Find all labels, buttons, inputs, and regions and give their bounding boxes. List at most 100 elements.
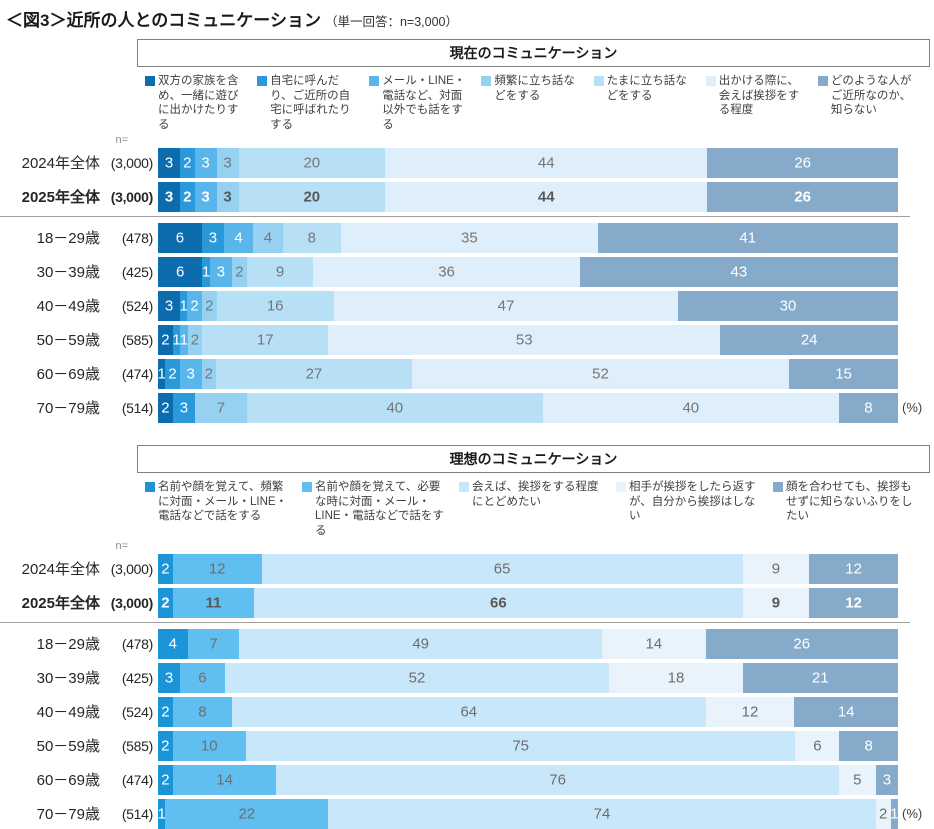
segment-value: 1 [157, 365, 166, 383]
bar-segment: 43 [579, 256, 898, 287]
bar-segment: 2 [187, 290, 202, 321]
segment-value: 21 [811, 669, 829, 687]
segment-value: 1 [172, 331, 181, 349]
bar-segment: 64 [231, 696, 706, 727]
legend-item: 相手が挨拶をしたら返すが、自分から挨拶はしない [616, 480, 773, 524]
stacked-bar: 3 2 3 3 20 44 26 [158, 181, 898, 212]
bar-segment: 3 [216, 181, 239, 212]
legend-item: どのような人がご近所なのか、知らない [817, 74, 930, 118]
bar-segment: 1 [158, 798, 166, 829]
data-row: 50－59歳 (585) 2 1 1 2 17 53 24 [0, 324, 934, 355]
bar-segment: 3 [179, 358, 202, 389]
n-equals-label: n= [115, 133, 128, 146]
row-label: 2024年全体 [21, 155, 100, 173]
bar-segment: 49 [239, 628, 602, 659]
row-label: 2025年全体 [21, 189, 100, 207]
segment-value: 2 [879, 805, 888, 823]
row-label: 40－49歳 [36, 704, 100, 722]
bar-segment: 2 [179, 181, 195, 212]
segment-value: 2 [161, 594, 170, 612]
legend-item-label: 自宅に呼んだり、ご近所の自宅に呼ばれたりする [270, 75, 351, 132]
segment-value: 4 [234, 229, 243, 247]
segment-value: 12 [845, 560, 862, 578]
segment-value: 3 [216, 263, 226, 281]
segment-value: 30 [779, 297, 797, 315]
legend-item-label: どのような人がご近所なのか、知らない [830, 75, 912, 117]
segment-value: 43 [730, 263, 748, 281]
segment-value: 24 [800, 331, 818, 349]
row-n-value: (478) [121, 635, 153, 652]
data-row: 70－79歳 (514) 2 3 7 40 40 8 (%) [0, 392, 934, 423]
legend-item: メール・LINE・電話など、対面以外でも話をする [369, 74, 481, 133]
segment-value: 47 [497, 297, 515, 315]
segment-value: 14 [216, 771, 233, 789]
bar-segment: 3 [209, 256, 232, 287]
stacked-bar: 3 2 3 3 20 44 26 [158, 147, 898, 178]
figure-title-sub: （単一回答：n=3,000） [324, 15, 458, 29]
segment-value: 66 [490, 594, 507, 612]
stacked-bar: 2 3 7 40 40 8 [158, 392, 898, 423]
bar-segment: 11 [172, 587, 255, 618]
chart-current-communication: 現在のコミュニケーション 双方の家族を含め、一緒に遊びに出かけたりする 自宅に呼ん… [0, 39, 934, 423]
bar-segment: 4 [253, 222, 283, 253]
bar-segment: 2 [158, 696, 173, 727]
data-row: 40－49歳 (524) 3 1 2 2 16 47 30 [0, 290, 934, 321]
bar-segment: 8 [282, 222, 342, 253]
data-row: 2024年全体 (3,000) 2 12 65 9 12 [0, 553, 934, 584]
row-n-value: (478) [121, 229, 153, 246]
stacked-bar: 2 10 75 6 8 [158, 730, 898, 761]
bar-segment: 12 [809, 587, 898, 618]
legend-color-swatch-icon [145, 76, 155, 86]
bar-segment: 5 [838, 764, 876, 795]
bar-segment: 40 [246, 392, 543, 423]
data-row: 2025年全体 (3,000) 2 11 66 9 12 [0, 587, 934, 618]
bar-segment: 22 [165, 798, 329, 829]
bar-segment: 12 [172, 553, 262, 584]
bar-segment: 2 [158, 764, 173, 795]
row-label: 50－59歳 [36, 738, 100, 756]
segment-value: 3 [186, 365, 195, 383]
segment-value: 3 [201, 154, 210, 172]
row-label: 60－69歳 [36, 772, 100, 790]
n-equals-label: n= [115, 539, 128, 552]
segment-value: 12 [208, 560, 226, 578]
bar-segment: 15 [789, 358, 898, 389]
stacked-bar: 1 2 3 2 27 52 15 [157, 358, 898, 389]
bar-segment: 75 [245, 730, 796, 761]
bar-segment: 2 [179, 147, 195, 178]
stacked-bar: 3 1 2 2 16 47 30 [158, 290, 898, 321]
legend-color-swatch-icon [773, 481, 783, 492]
bar-segment: 17 [202, 324, 329, 355]
legend-item: 自宅に呼んだり、ご近所の自宅に呼ばれたりする [257, 74, 369, 133]
row-n-value: (474) [121, 771, 153, 788]
bar-segment: 36 [313, 256, 580, 287]
bar-segment: 6 [158, 222, 202, 253]
stacked-bar: 2 12 65 9 12 [158, 553, 898, 584]
legend-item-label: 顔を合わせても、挨拶もせずに知らないふりをしたい [786, 480, 913, 523]
bar-segment: 20 [238, 147, 386, 178]
data-row: 40－49歳 (524) 2 8 64 12 14 [0, 696, 934, 727]
bar-segment: 9 [246, 256, 314, 287]
bar-segment: 30 [678, 290, 898, 321]
segment-value: 2 [205, 297, 214, 315]
bar-segment: 1 [180, 324, 188, 355]
bar-segment: 8 [839, 730, 898, 761]
bar-segment: 2 [875, 798, 891, 829]
row-n-value: (514) [121, 399, 153, 416]
bar-segment: 2 [201, 358, 216, 389]
segment-value: 6 [176, 263, 185, 281]
data-row: 60－69歳 (474) 1 2 3 2 27 52 15 [0, 358, 934, 389]
legend-color-swatch-icon [459, 481, 469, 492]
legend-item-label: 頻繁に立ち話などをする [494, 75, 575, 102]
chart-header: 現在のコミュニケーション [137, 39, 930, 67]
bar-segment: 1 [172, 324, 181, 355]
legend-item-label: 双方の家族を含め、一緒に遊びに出かけたりする [158, 75, 239, 132]
segment-value: 35 [460, 229, 478, 247]
bar-segment: 2 [158, 587, 173, 618]
legend: 双方の家族を含め、一緒に遊びに出かけたりする 自宅に呼んだり、ご近所の自宅に呼ばれ… [145, 74, 930, 133]
bar-segment: 2 [231, 256, 247, 287]
bar-segment: 2 [165, 358, 180, 389]
segment-value: 2 [183, 188, 192, 206]
bar-segment: 3 [194, 181, 217, 212]
bar-segment: 12 [809, 553, 898, 584]
